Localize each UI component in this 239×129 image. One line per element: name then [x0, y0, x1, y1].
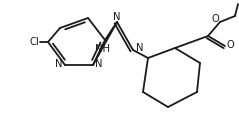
Text: Cl: Cl: [29, 37, 39, 47]
Text: N: N: [55, 59, 63, 69]
Text: N: N: [113, 12, 121, 22]
Text: NH: NH: [96, 45, 110, 54]
Text: N: N: [95, 59, 103, 69]
Text: N: N: [136, 43, 143, 53]
Text: O: O: [211, 14, 219, 24]
Text: O: O: [227, 40, 235, 50]
